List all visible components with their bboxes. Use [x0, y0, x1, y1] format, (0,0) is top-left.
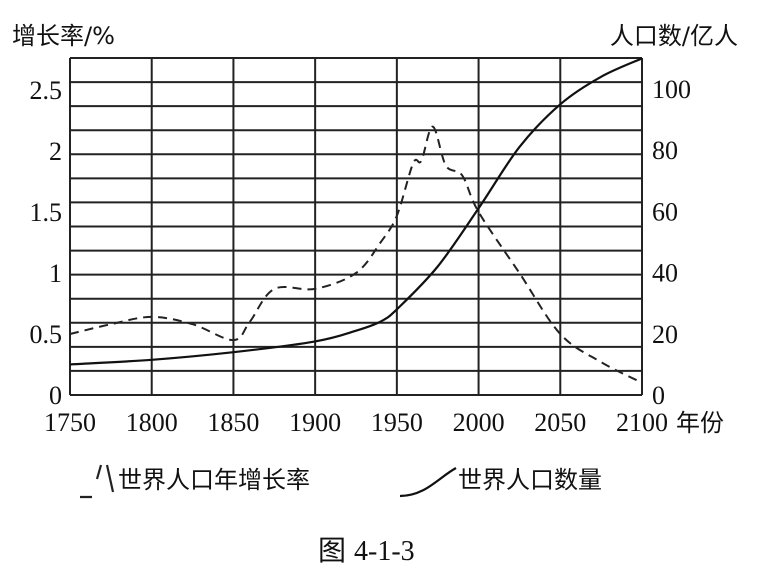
legend-dashed-line-icon [80, 464, 115, 499]
figure-caption: 图 4-1-3 [318, 534, 415, 567]
left-axis-tick-label: 0 [49, 381, 62, 410]
left-axis-title: 增长率/% [12, 22, 115, 50]
right-axis-tick-label: 40 [652, 259, 678, 288]
x-axis-tick-label: 1850 [207, 408, 259, 437]
legend-label-population: 世界人口数量 [458, 466, 602, 494]
right-axis-tick-label: 60 [652, 197, 678, 226]
right-axis-tick-labels: 0 20 40 60 80 100 [652, 75, 691, 410]
left-axis-tick-label: 0.5 [30, 320, 63, 349]
x-axis-tick-label: 1900 [289, 408, 341, 437]
x-axis-tick-label: 2000 [453, 408, 505, 437]
x-axis-tick-labels: 1750 1800 1850 1900 1950 2000 2050 2100 [44, 408, 668, 437]
x-axis-tick-label: 2050 [534, 408, 586, 437]
x-axis-tick-label: 1950 [371, 408, 423, 437]
x-axis-tick-label: 1750 [44, 408, 96, 437]
right-axis-tick-label: 0 [652, 381, 665, 410]
caption-prefix: 图 [318, 534, 346, 567]
caption-number: 4-1-3 [354, 536, 415, 567]
right-axis-tick-label: 20 [652, 320, 678, 349]
right-axis-tick-label: 80 [652, 136, 678, 165]
right-axis-title: 人口数/亿人 [610, 22, 738, 50]
series-line-population [69, 57, 643, 366]
legend-label-growth-rate: 世界人口年增长率 [118, 466, 310, 494]
left-axis-tick-label: 1 [49, 259, 62, 288]
x-axis-unit-label: 年份 [676, 409, 724, 437]
right-axis-tick-label: 100 [652, 75, 691, 104]
left-axis-tick-label: 2.5 [30, 76, 63, 105]
series-line-growth-rate [69, 125, 643, 384]
legend-solid-curve-icon [399, 467, 457, 498]
legend: 世界人口年增长率 世界人口数量 [80, 464, 602, 499]
left-axis-tick-labels: 0 0.5 1 1.5 2 2.5 [30, 76, 63, 410]
x-axis-tick-label: 1800 [126, 408, 178, 437]
x-axis-tick-label: 2100 [616, 408, 668, 437]
left-axis-tick-label: 2 [49, 137, 62, 166]
left-axis-tick-label: 1.5 [30, 198, 63, 227]
grid [69, 57, 643, 396]
